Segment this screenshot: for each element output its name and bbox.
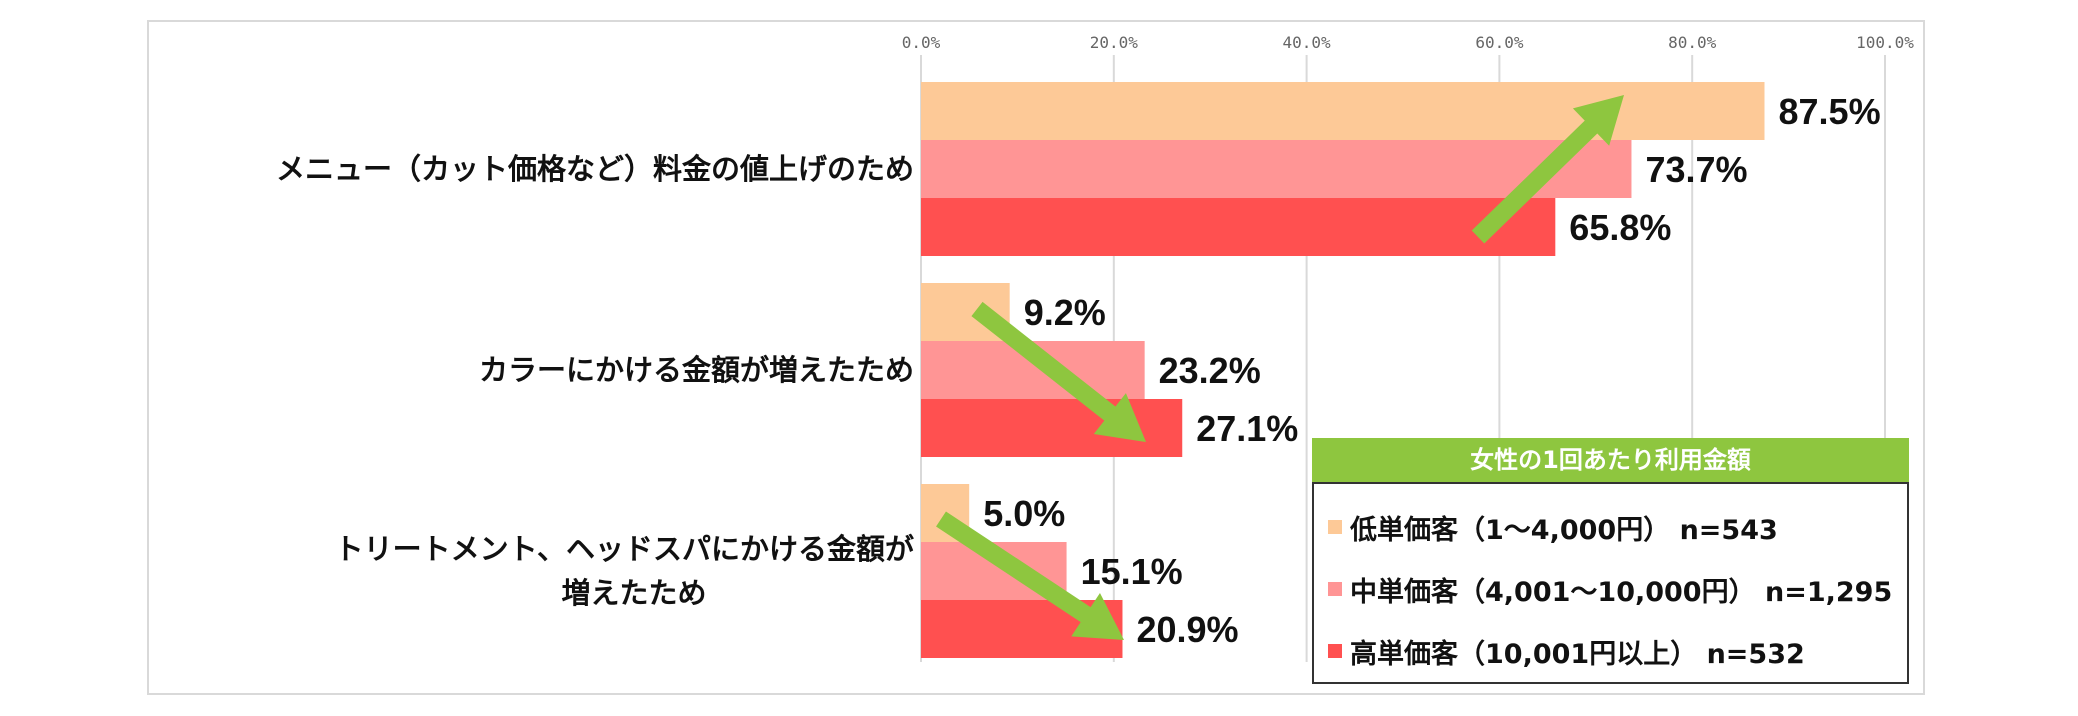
legend-label-low: 低単価客（1～4,000円） n=543 (1350, 514, 1778, 546)
trend-arrow (936, 511, 1124, 640)
category-label-line: カラーにかける金額が増えたため (478, 353, 914, 387)
trend-arrow (971, 301, 1146, 442)
value-label: 23.2% (1159, 350, 1261, 391)
category-label: カラーにかける金額が増えたため (154, 348, 914, 392)
value-label: 5.0% (983, 493, 1065, 534)
value-label: 65.8% (1569, 207, 1671, 248)
bar (921, 198, 1556, 256)
legend-label-mid: 中単価客（4,001～10,000円） n=1,295 (1350, 576, 1893, 608)
trend-arrow (1471, 95, 1624, 244)
value-label: 9.2% (1024, 292, 1106, 333)
bar (921, 82, 1765, 140)
category-label-line: 増えたため (561, 576, 707, 610)
x-tick-label: 80.0% (1668, 33, 1717, 52)
legend-item-high: 高単価客（10,001円以上） n=532 (1314, 620, 1907, 682)
x-tick-label: 60.0% (1475, 33, 1524, 52)
category-label-line: トリートメント、ヘッドスパにかける金額が (334, 532, 914, 566)
bar (921, 140, 1632, 198)
legend: 女性の1回あたり利用金額 低単価客（1～4,000円） n=543 中単価客（4… (1312, 438, 1909, 686)
legend-item-low: 低単価客（1～4,000円） n=543 (1314, 496, 1907, 558)
category-label: トリートメント、ヘッドスパにかける金額が増えたため (154, 527, 914, 615)
value-label: 27.1% (1196, 408, 1298, 449)
bar (921, 399, 1183, 457)
legend-label-high: 高単価客（10,001円以上） n=532 (1350, 638, 1805, 670)
legend-swatch-low (1328, 520, 1342, 534)
legend-title: 女性の1回あたり利用金額 (1312, 438, 1909, 482)
x-tick-label: 20.0% (1090, 33, 1139, 52)
value-label: 73.7% (1645, 149, 1747, 190)
category-label: メニュー（カット価格など）料金の値上げのため (154, 147, 914, 191)
category-label-line: メニュー（カット価格など）料金の値上げのため (275, 152, 914, 186)
legend-swatch-high (1328, 644, 1342, 658)
x-tick-label: 0.0% (902, 33, 941, 52)
value-label: 87.5% (1779, 91, 1881, 132)
legend-item-mid: 中単価客（4,001～10,000円） n=1,295 (1314, 558, 1907, 620)
value-label: 20.9% (1136, 609, 1238, 650)
x-tick-label: 100.0% (1856, 33, 1914, 52)
legend-swatch-mid (1328, 582, 1342, 596)
legend-box: 低単価客（1～4,000円） n=543 中単価客（4,001～10,000円）… (1312, 482, 1909, 684)
x-tick-label: 40.0% (1283, 33, 1332, 52)
value-label: 15.1% (1081, 551, 1183, 592)
